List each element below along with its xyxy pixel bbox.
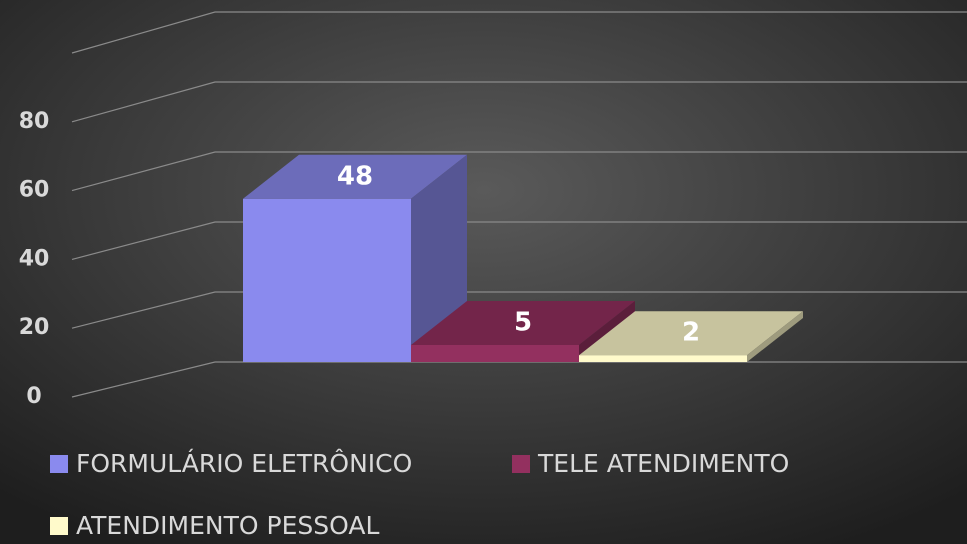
legend-swatch	[50, 517, 68, 535]
value-label: 48	[337, 161, 373, 191]
bar-top	[579, 311, 803, 356]
legend-label: TELE ATENDIMENTO	[537, 449, 789, 478]
y-tick-label: 20	[19, 315, 50, 340]
bar	[411, 345, 579, 362]
bar	[579, 355, 747, 362]
bar	[243, 198, 411, 362]
y-tick-label: 80	[19, 109, 50, 134]
bar-top	[411, 301, 635, 345]
grid-line	[71, 291, 967, 329]
y-tick-label: 60	[19, 178, 50, 203]
legend-swatch	[50, 455, 68, 473]
legend-label: FORMULÁRIO ELETRÔNICO	[76, 448, 412, 478]
legend-label: ATENDIMENTO PESSOAL	[76, 511, 379, 540]
grid-line	[71, 81, 967, 123]
value-label: 2	[682, 318, 700, 348]
grid-line	[71, 151, 967, 192]
bar-side	[411, 154, 467, 362]
grid-line	[71, 221, 967, 260]
y-tick-label: 40	[19, 246, 50, 271]
y-tick-label: 0	[26, 384, 41, 409]
bar-top	[243, 154, 467, 199]
value-label: 5	[514, 308, 532, 338]
wall-edge	[71, 11, 967, 54]
bar-side	[747, 311, 803, 362]
legend-swatch	[512, 455, 530, 473]
